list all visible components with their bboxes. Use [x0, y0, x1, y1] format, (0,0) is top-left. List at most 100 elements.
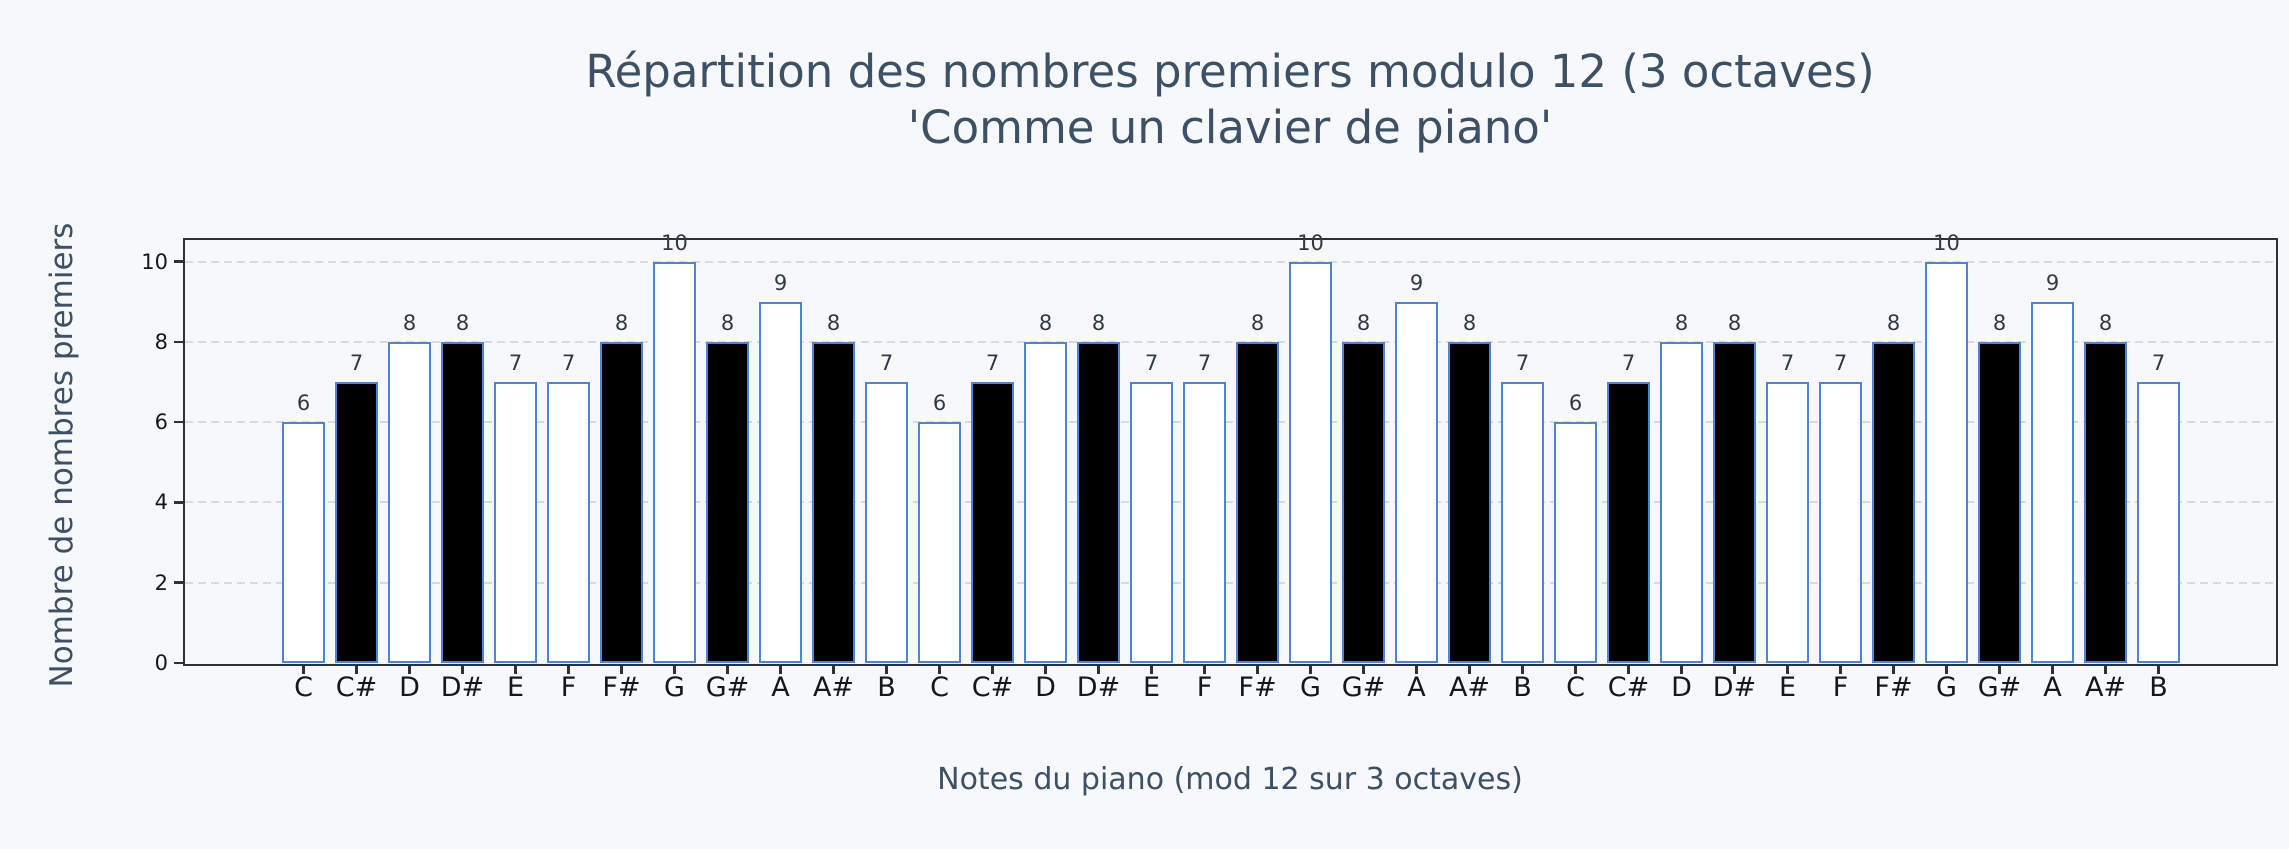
bar-value-label: 8	[1250, 310, 1265, 335]
x-tick-label: C	[294, 672, 313, 703]
y-tick	[174, 661, 183, 665]
bar-value-label: 8	[1462, 310, 1477, 335]
bar-F-oct2	[1183, 381, 1226, 663]
bar-Fsharp-oct1	[600, 341, 643, 663]
bar-Asharp-oct1	[812, 341, 855, 663]
bar-value-label: 7	[1833, 350, 1848, 375]
bar-F-oct1	[547, 381, 590, 663]
x-tick	[1786, 664, 1789, 674]
bar-Csharp-oct1	[335, 381, 378, 663]
x-tick-label: D	[1035, 672, 1056, 703]
x-tick	[2104, 664, 2107, 674]
x-tick-label: C	[930, 672, 949, 703]
bar-Gsharp-oct1	[706, 341, 749, 663]
x-tick	[1945, 664, 1948, 674]
x-tick	[2157, 664, 2160, 674]
x-tick	[567, 664, 570, 674]
bar-E-oct3	[1766, 381, 1809, 663]
chart-title: Répartition des nombres premiers modulo …	[585, 45, 1875, 98]
x-tick	[1733, 664, 1736, 674]
y-tick-label: 0	[154, 651, 168, 675]
bar-value-label: 9	[1409, 270, 1424, 295]
bar-value-label: 7	[561, 350, 576, 375]
gridline-y-10	[185, 260, 2275, 263]
bar-B-oct1	[865, 381, 908, 663]
bar-value-label: 8	[1356, 310, 1371, 335]
bar-value-label: 7	[1197, 350, 1212, 375]
x-tick-label: G#	[705, 672, 750, 703]
gridline-y-8	[185, 340, 2275, 343]
x-axis-label: Notes du piano (mod 12 sur 3 octaves)	[937, 762, 1523, 797]
x-tick	[779, 664, 782, 674]
x-tick-label: G	[1300, 672, 1321, 703]
x-tick	[302, 664, 305, 674]
bar-value-label: 6	[296, 391, 311, 416]
x-tick-label: E	[1778, 672, 1797, 703]
y-tick-label: 6	[154, 410, 168, 435]
bar-B-oct2	[1501, 381, 1544, 663]
x-tick	[938, 664, 941, 674]
x-tick-label: A	[1407, 672, 1426, 703]
bar-value-label: 7	[985, 350, 1000, 375]
x-tick	[991, 664, 994, 674]
bar-Gsharp-oct3	[1978, 341, 2021, 663]
x-tick-label: G#	[1977, 672, 2022, 703]
x-tick	[1256, 664, 1259, 674]
bar-A-oct1	[759, 301, 802, 663]
x-tick	[620, 664, 623, 674]
bar-G-oct2	[1289, 261, 1332, 663]
x-tick-label: A	[2043, 672, 2062, 703]
chart-subtitle: 'Comme un clavier de piano'	[907, 101, 1553, 154]
y-tick-label: 10	[141, 249, 168, 274]
bar-Asharp-oct3	[2084, 341, 2127, 663]
gridline-y-2	[185, 581, 2275, 584]
x-tick-label: E	[1142, 672, 1161, 703]
bar-value-label: 8	[455, 310, 470, 335]
x-tick-label: A	[771, 672, 790, 703]
x-tick	[1415, 664, 1418, 674]
x-tick	[1097, 664, 1100, 674]
x-tick	[514, 664, 517, 674]
bar-value-label: 7	[1515, 350, 1530, 375]
x-tick-label: G	[1936, 672, 1957, 703]
bar-Dsharp-oct3	[1713, 341, 1756, 663]
gridline-y-6	[185, 421, 2275, 424]
x-tick	[1203, 664, 1206, 674]
bar-value-label: 9	[2045, 270, 2060, 295]
bar-E-oct1	[494, 381, 537, 663]
bar-C-oct2	[918, 422, 961, 663]
y-tick	[174, 420, 183, 424]
bar-value-label: 8	[2098, 310, 2113, 335]
x-tick	[461, 664, 464, 674]
y-tick-label: 8	[154, 329, 168, 354]
bar-value-label: 8	[1886, 310, 1901, 335]
bar-G-oct3	[1925, 261, 1968, 663]
bar-value-label: 7	[1621, 350, 1636, 375]
x-tick	[1627, 664, 1630, 674]
x-tick-label: F#	[602, 672, 641, 703]
x-tick-label: C#	[1607, 672, 1650, 703]
plot-area: 6 7 8 8 7 7 8 10 8 9 8 7 6 7 8 8 7 7 8 10 8 9 8 7 6 7 8 8 7 7 8 10 8 9 8 7	[185, 232, 2275, 663]
x-tick-label: A#	[2084, 672, 2127, 703]
bar-C-oct3	[1554, 422, 1597, 663]
bar-D-oct1	[388, 341, 431, 663]
x-tick	[1998, 664, 2001, 674]
bar-value-label: 6	[1568, 391, 1583, 416]
bar-Dsharp-oct2	[1077, 341, 1120, 663]
bar-D-oct3	[1660, 341, 1703, 663]
bar-value-label: 8	[1091, 310, 1106, 335]
y-tick	[174, 581, 183, 584]
x-tick-label: F	[1196, 672, 1213, 703]
x-tick	[1521, 664, 1524, 674]
x-tick-label: F	[560, 672, 577, 703]
bar-B-oct3	[2137, 381, 2180, 663]
x-tick-label: A#	[1448, 672, 1491, 703]
bar-value-label: 8	[614, 310, 629, 335]
x-tick-label: D#	[1712, 672, 1757, 703]
bar-value-label: 7	[508, 350, 523, 375]
y-tick	[174, 260, 183, 263]
bar-value-label: 7	[2151, 350, 2166, 375]
y-tick	[174, 501, 183, 504]
x-tick-label: B	[2149, 672, 2168, 703]
